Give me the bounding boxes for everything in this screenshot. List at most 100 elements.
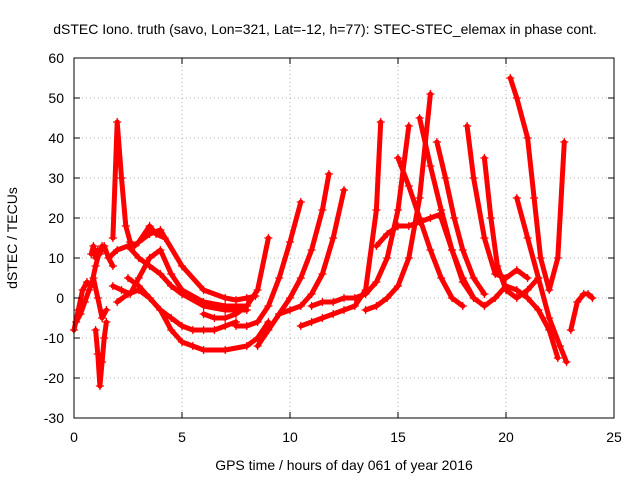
data-point [156,225,165,235]
data-point [95,381,105,391]
data-point [89,241,98,251]
data-point [469,293,478,303]
data-point [108,261,118,271]
data-point [469,173,478,183]
data-point [102,317,111,327]
data-point [426,161,435,171]
data-point [512,93,521,103]
data-point [145,253,154,263]
data-point [87,249,96,259]
data-point [583,289,593,299]
data-point [253,317,262,327]
data-point [566,325,575,335]
data-point [264,325,273,335]
data-point [545,313,554,323]
data-point [536,253,545,263]
series-12 [231,197,305,331]
data-point [285,237,295,247]
series-9 [123,273,273,355]
data-point [553,353,562,363]
data-point [372,301,381,311]
data-point [134,237,143,247]
data-point [80,297,89,307]
series-17 [361,89,435,315]
data-point [177,261,187,271]
data-point [529,193,539,203]
data-point [104,253,113,263]
data-point [393,153,403,163]
data-point [523,285,532,295]
data-point [100,245,109,255]
y-tick-label: 0 [56,290,64,306]
data-point [145,221,154,231]
data-point [329,309,338,319]
data-point [501,285,511,295]
y-tick-label: 50 [48,90,64,106]
data-point [156,245,165,255]
series-10 [134,221,169,247]
data-point [350,301,359,311]
series-line [395,155,466,309]
y-tick-label: 20 [48,210,64,226]
data-point [160,233,169,243]
data-point [404,181,413,191]
series-8 [113,285,241,335]
data-point [553,253,562,263]
data-point [432,137,442,147]
y-tick-label: 10 [48,250,64,266]
data-point [121,221,130,231]
data-point [177,285,187,295]
series-line [309,123,412,309]
series-4 [87,241,109,263]
data-point [573,297,582,307]
data-point [493,261,502,271]
data-point [167,281,176,291]
series-15 [296,117,385,331]
axis-ticks: 0 5 10 15 20 25 -30 -20 -10 0 10 20 30 40 50 60 [44,50,622,445]
series-25 [506,73,569,295]
data-point [177,337,187,347]
data-point [210,313,219,323]
data-point [458,273,467,283]
series-line [114,287,239,333]
data-point [393,281,403,291]
data-point [91,261,100,271]
data-point [82,277,92,287]
data-point [339,305,349,315]
data-point [361,289,370,299]
data-point [117,173,126,183]
data-point [450,213,459,223]
data-point [393,205,403,215]
data-point [91,253,100,263]
data-point [512,265,521,275]
data-point [404,121,413,131]
data-point [113,117,122,127]
series-14 [275,185,349,319]
data-point [404,253,413,263]
y-tick-label: 40 [48,130,64,146]
data-point [415,213,424,223]
data-point [562,357,571,367]
data-point [97,313,107,323]
data-point [415,193,424,203]
data-point [318,269,327,279]
data-point [376,117,385,127]
data-point [285,305,295,315]
series-line [438,215,561,361]
data-point [307,301,316,311]
data-point [253,341,262,351]
data-point [383,229,392,239]
data-point [296,197,305,207]
x-tick-label: 5 [178,429,186,445]
data-point [91,325,100,335]
data-point [285,293,295,303]
data-point [296,301,305,311]
data-point [296,273,305,283]
data-point [108,233,118,243]
data-point [199,309,208,319]
series-line [434,139,487,297]
data-point [167,269,176,279]
data-point [199,345,208,355]
data-point [372,277,381,287]
